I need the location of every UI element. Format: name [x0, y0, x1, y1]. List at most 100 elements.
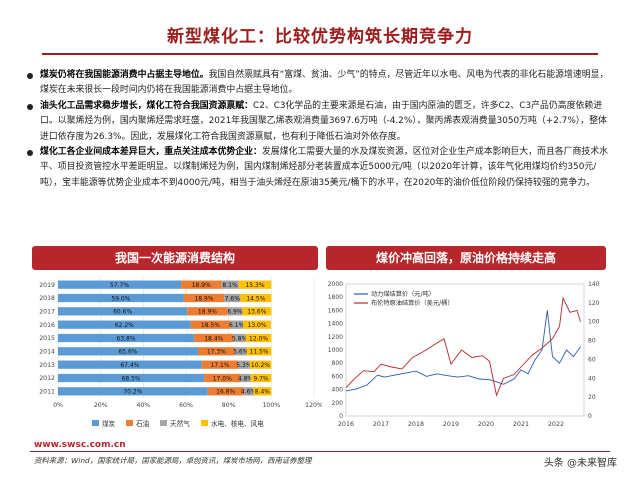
coal-oil-price-line-chart: 0200400600800100012001400160018002000020…: [328, 281, 600, 428]
bullet-text: 发展煤化工需要大量的水及煤炭资源，区位对企业生产成本影响巨大，而且各厂商技术水平…: [40, 147, 608, 188]
y-right-tick-label: 140: [588, 281, 600, 288]
x-tick-label: 2017: [373, 420, 389, 428]
x-tick-label: 2021: [513, 420, 529, 428]
bar-segment: [58, 347, 198, 356]
x-tick-label: 2019: [443, 420, 459, 428]
data-label: 8.1%: [222, 282, 238, 289]
bar-segment: [58, 387, 208, 396]
data-label: 13.0%: [248, 322, 267, 329]
data-label: 17.0%: [213, 375, 232, 382]
x-tick-label: 40%: [136, 402, 150, 409]
watermark: 头条 @未来智库: [540, 453, 620, 470]
bar-segment: [58, 360, 202, 369]
data-label: 60.6%: [113, 309, 132, 316]
y-left-tick-label: 1400: [328, 321, 343, 328]
y-left-tick-label: 1800: [328, 294, 343, 301]
source-note: 资料来源：Wind，国家统计局，国家能源局，卓创资讯，煤炭市场网，西南证券整理: [34, 456, 312, 465]
bar-segment: [240, 293, 272, 303]
legend-swatch: [201, 420, 208, 426]
bullet-dot-icon: [27, 150, 33, 157]
bullet-text: 我国自然禀赋具有“富煤、贫油、少气”的特点，尽管近年以水电、风电为代表的非化石能…: [40, 70, 609, 96]
y-right-tick-label: 100: [588, 319, 600, 326]
bar-segment: [238, 280, 272, 289]
bar-segment: [58, 293, 184, 303]
y-tick-label: 2012: [39, 375, 55, 382]
y-left-tick-label: 800: [332, 360, 344, 367]
bar-segment: [243, 387, 254, 396]
x-tick-label: 2020: [478, 420, 494, 428]
bar-segment: [224, 293, 241, 303]
data-label: 11.5%: [250, 349, 269, 356]
bar-segment: [249, 360, 272, 369]
legend-label: 天然气: [170, 419, 190, 428]
y-tick-label: 2018: [39, 295, 55, 302]
brent-oil-price-line: [345, 296, 581, 397]
y-left-tick-label: 2000: [328, 281, 343, 288]
bar-segment: [201, 360, 239, 369]
x-tick-label: 2016: [338, 420, 354, 428]
data-label: 9.7%: [253, 375, 269, 382]
data-label: 68.5%: [122, 375, 141, 382]
y-tick-label: 2014: [39, 349, 55, 356]
bullet-item-1: 煤炭仍将在我国能源消费中占据主导地位。我国自然禀赋具有“富煤、贫油、少气”的特点…: [26, 68, 610, 99]
data-label: 8.4%: [255, 389, 271, 396]
footer-divider: [30, 451, 610, 452]
x-tick-label: 20%: [94, 402, 108, 409]
bullet-dot-icon: [27, 73, 33, 79]
energy-structure-bar-chart: 0% 20% 40% 60% 80% 100% 120% 2019 57.7% 18.9% 8.1%…: [39, 278, 322, 428]
y-tick-label: 2019: [39, 282, 55, 289]
x-tick-label: 0%: [53, 402, 63, 409]
bar-segment: [187, 307, 228, 316]
data-label: 63.8%: [117, 335, 136, 342]
x-tick-label: 2018: [408, 420, 424, 428]
data-label: 70.2%: [123, 389, 142, 396]
legend-label: 煤炭: [102, 419, 116, 428]
y-tick-label: 2015: [39, 335, 55, 342]
bullet-item-3: 煤化工各企业间成本差异巨大，重点关注成本优势企业：发展煤化工需要大量的水及煤炭资…: [26, 145, 610, 191]
data-label: 15.3%: [245, 282, 264, 289]
y-right-tick-label: 20: [588, 394, 596, 401]
bar-segment: [230, 320, 244, 329]
legend-label: 动力煤结算价（元/吨）: [371, 290, 435, 298]
right-chart-title: 煤价冲高回落，原油价格持续走高: [326, 246, 606, 270]
y-right-tick-label: 60: [588, 356, 596, 363]
bar-segment: [233, 333, 246, 343]
y-left-tick-label: 600: [332, 373, 344, 380]
coal-price-line: [345, 310, 581, 392]
bullet-dot-icon: [27, 103, 33, 110]
y-left-tick-label: 1200: [328, 334, 343, 341]
data-label: 5.6%: [233, 349, 249, 356]
bullet-lead: 煤化工各企业间成本差异巨大，重点关注成本优势企业：: [40, 147, 262, 158]
footer-url[interactable]: www.swsc.com.cn: [34, 440, 126, 450]
data-label: 18.9%: [194, 295, 213, 302]
data-label: 59.0%: [111, 295, 130, 302]
data-label: 65.6%: [118, 349, 137, 356]
y-tick-label: 2011: [39, 389, 55, 396]
bar-segment: [58, 373, 205, 383]
bar-segment: [221, 280, 239, 289]
data-label: 10.2%: [251, 362, 270, 369]
bar-segment: [207, 387, 244, 396]
data-label: 7.6%: [225, 295, 241, 302]
data-label: 18.9%: [192, 282, 211, 289]
x-tick-label: 80%: [222, 402, 236, 409]
data-label: 18.9%: [198, 309, 217, 316]
data-label: 6.1%: [229, 322, 245, 329]
data-label: 4.8%: [238, 375, 254, 382]
title-divider: [42, 53, 598, 55]
bullet-text: C2、C3化学品的主要来源是石油，由于国内原油的匮乏，许多C2、C3产品仍高度依…: [40, 100, 607, 142]
bar-segment: [58, 307, 188, 316]
data-label: 16.8%: [216, 389, 235, 396]
data-label: 18.5%: [201, 322, 220, 329]
bar-segment: [250, 373, 272, 383]
y-left-tick-label: 1600: [328, 307, 343, 314]
y-tick-label: 2017: [39, 309, 55, 316]
bar-segment: [183, 293, 225, 303]
y-right-tick-label: 0: [588, 413, 592, 420]
x-tick-label: 60%: [179, 402, 193, 409]
x-tick-label: 2022: [548, 420, 564, 428]
data-label: 4.6%: [241, 389, 257, 396]
bar-segment: [245, 333, 272, 343]
bar-segment: [243, 320, 271, 329]
data-label: 67.4%: [120, 362, 139, 369]
